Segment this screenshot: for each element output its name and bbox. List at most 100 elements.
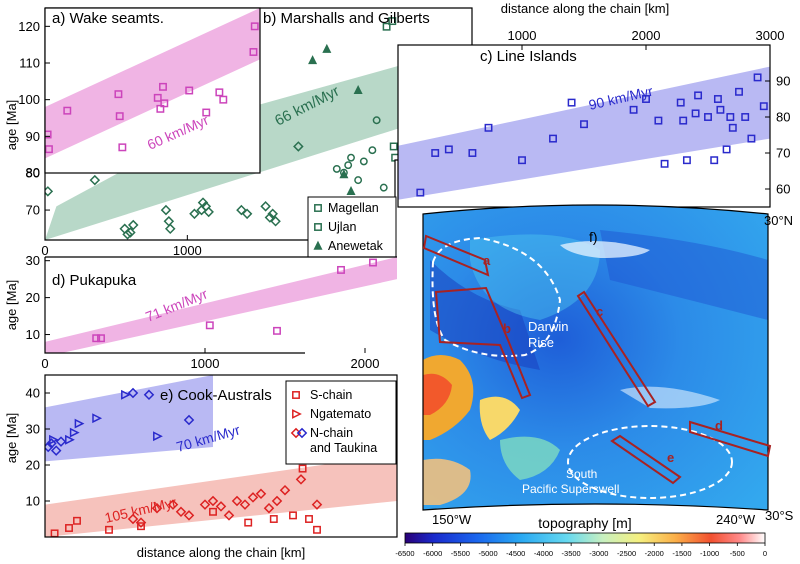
chain-label-c: c <box>596 304 603 319</box>
data-point-e <box>46 438 57 449</box>
rate-band-e-blue <box>45 375 213 462</box>
data-point-e <box>255 488 267 500</box>
data-point-c <box>735 87 743 96</box>
data-point-a <box>153 93 162 102</box>
data-point-d <box>273 326 281 335</box>
data-point-c <box>759 102 768 111</box>
data-point-a <box>185 86 194 95</box>
panel-e-title: e) Cook-Australs <box>160 387 272 404</box>
panel-c-title: c) Line Islands <box>480 48 577 65</box>
data-point-e <box>65 524 73 532</box>
data-point-e <box>73 516 81 525</box>
data-point-d <box>205 321 214 330</box>
data-point-e <box>244 518 253 527</box>
data-point-b <box>270 216 281 227</box>
data-point-c <box>691 109 700 118</box>
data-point-e <box>183 414 195 426</box>
y-tick-label: 10 <box>26 327 40 342</box>
legend-e-box <box>285 380 397 465</box>
lat-label-bottom: 30°S <box>765 508 794 523</box>
colorbar-tick-label: -6500 <box>395 549 414 558</box>
data-point-b <box>339 168 348 177</box>
data-point-e <box>263 502 275 514</box>
data-point-e <box>199 499 211 510</box>
x-axis-label-c: distance along the chain [km] <box>501 1 669 16</box>
data-point-e <box>127 513 139 525</box>
data-point-c <box>682 156 691 165</box>
data-point-b <box>322 43 332 53</box>
data-point-e <box>167 499 179 510</box>
chain-outline-c <box>576 290 657 408</box>
data-point-b <box>359 157 368 166</box>
data-point-b <box>164 223 176 235</box>
data-point-a <box>202 108 211 117</box>
data-point-e <box>298 464 307 473</box>
data-point-b <box>122 229 133 240</box>
data-point-c <box>660 159 669 168</box>
data-point-b <box>264 212 276 223</box>
y-tick-label: 80 <box>776 110 790 125</box>
legend-b-marker <box>314 223 322 231</box>
data-point-b <box>127 219 139 231</box>
y-axis-label-d: age [Ma] <box>4 280 19 331</box>
colorbar-tick-label: -6000 <box>423 549 442 558</box>
data-point-b <box>346 186 356 196</box>
data-point-a <box>160 99 169 108</box>
data-point-d <box>92 334 101 343</box>
data-point-b <box>368 146 377 155</box>
legend-e-marker <box>292 409 302 419</box>
y-tick-label: 80 <box>26 166 40 181</box>
data-point-c <box>642 95 650 103</box>
data-point-b <box>354 176 363 185</box>
legend-b-marker <box>314 204 322 212</box>
colorbar-tick-label: -1500 <box>672 549 691 558</box>
y-tick-label: 30 <box>26 253 40 268</box>
data-point-e <box>223 510 235 521</box>
y-tick-label: 10 <box>26 494 40 509</box>
y-axis-label-a: age [Ma] <box>4 100 19 151</box>
chain-outline-b <box>434 286 532 400</box>
panel-b-title: b) Marshalls and Gilberts <box>263 10 430 27</box>
data-point-b <box>241 208 253 220</box>
legend-b-entry: Anewetak <box>328 239 384 253</box>
data-point-c <box>713 95 722 103</box>
colorbar-tick-label: -5000 <box>478 549 497 558</box>
y-tick-label: 40 <box>26 386 40 401</box>
data-point-c <box>580 120 588 129</box>
data-point-e <box>209 507 217 516</box>
legend-b-marker <box>313 240 323 250</box>
superswell-outline <box>567 425 733 499</box>
data-point-c <box>710 156 719 165</box>
y-tick-label: 100 <box>18 92 40 107</box>
data-point-e <box>175 506 187 518</box>
data-point-e <box>127 387 139 399</box>
lon-label-right: 240°W <box>716 512 756 527</box>
landmass-new-guinea <box>479 396 520 440</box>
data-point-c <box>741 113 750 121</box>
rate-band-e-red <box>45 454 397 537</box>
data-point-e <box>289 511 297 520</box>
data-point-b <box>372 116 381 125</box>
data-point-b <box>163 216 175 227</box>
data-point-e <box>247 492 259 503</box>
data-point-e <box>231 495 243 507</box>
data-point-c <box>549 134 557 143</box>
chain-outline-d <box>689 420 772 458</box>
data-point-c <box>654 116 663 125</box>
data-point-a <box>63 106 72 115</box>
data-point-e <box>183 510 195 521</box>
colorbar-tick-label: -2500 <box>617 549 636 558</box>
data-point-e <box>65 434 75 445</box>
data-point-c <box>716 105 725 114</box>
colorbar-tick-label: -2000 <box>645 549 664 558</box>
y-tick-label: 90 <box>776 74 790 89</box>
data-point-e <box>305 515 313 523</box>
data-point-e <box>269 515 278 523</box>
colorbar-tick-label: -500 <box>730 549 745 558</box>
data-point-c <box>728 123 737 132</box>
data-point-e <box>313 525 321 534</box>
x-tick-label: 1000 <box>173 243 202 258</box>
data-point-b <box>347 153 355 162</box>
